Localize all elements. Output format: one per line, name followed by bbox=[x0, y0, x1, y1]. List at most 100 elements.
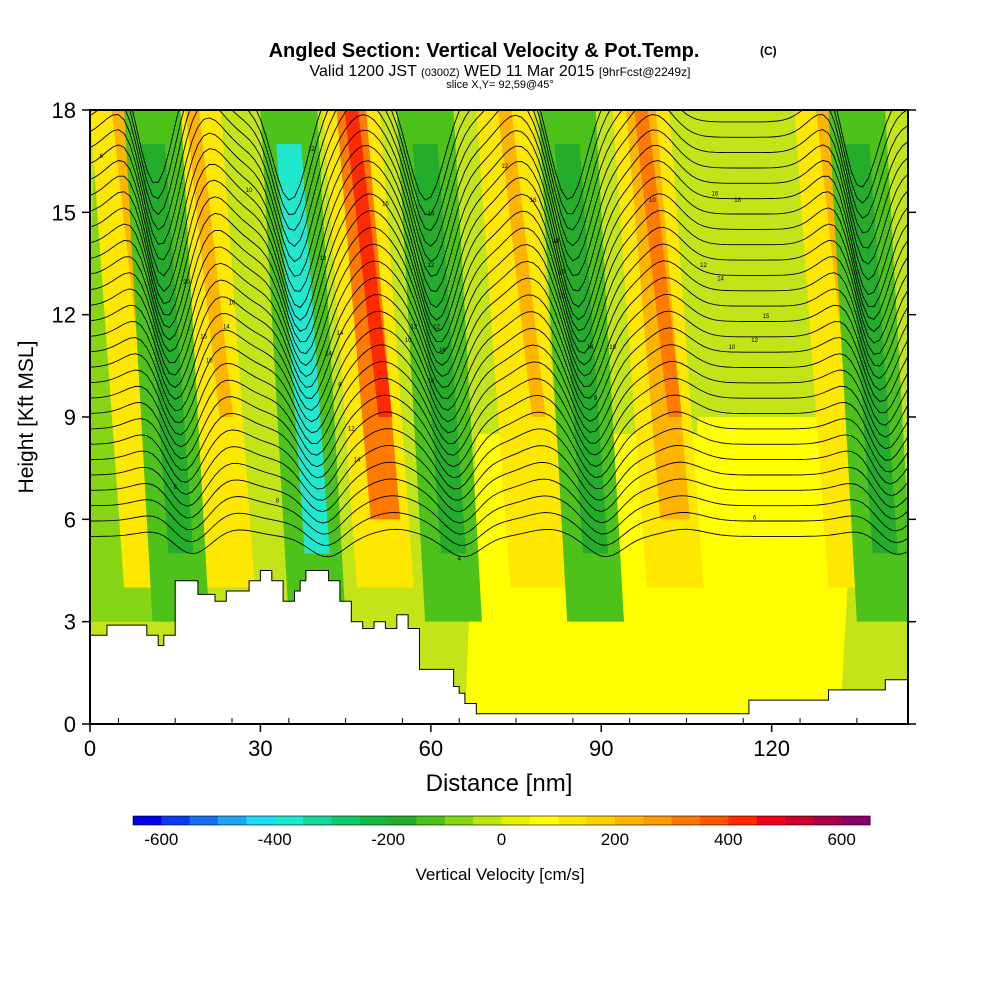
contour-label: 12 bbox=[433, 324, 440, 330]
x-tick-label: 0 bbox=[84, 736, 96, 761]
y-tick-label: 0 bbox=[64, 712, 76, 737]
theta-contour bbox=[90, 210, 908, 343]
contour-label: 14 bbox=[223, 324, 230, 330]
y-axis-label: Height [Kft MSL] bbox=[15, 341, 38, 494]
theta-contour bbox=[90, 293, 908, 400]
valid-date: WED 11 Mar 2015 bbox=[464, 63, 595, 80]
theta-contour bbox=[90, 144, 908, 292]
contour-label: 6 bbox=[753, 515, 757, 521]
colorbar-swatch bbox=[388, 816, 417, 825]
colorbar-tick-label: -400 bbox=[258, 830, 292, 849]
velocity-band bbox=[412, 144, 467, 554]
contour-label: 18 bbox=[552, 239, 559, 245]
contour-label: 12 bbox=[348, 427, 355, 433]
colorbar-swatch bbox=[218, 816, 247, 825]
velocity-band bbox=[276, 144, 330, 554]
colorbar-swatch bbox=[586, 816, 616, 825]
colorbar-swatch bbox=[133, 816, 162, 825]
theta-contour bbox=[90, 226, 908, 355]
colorbar-swatch bbox=[756, 816, 786, 825]
colorbar-tick-label: 600 bbox=[827, 830, 855, 849]
contour-label: 12 bbox=[427, 263, 434, 269]
contour-label: 18 bbox=[320, 256, 327, 262]
contour-label: 8 bbox=[338, 382, 342, 388]
contour-label: 14 bbox=[337, 331, 344, 337]
theta-contour bbox=[90, 377, 908, 456]
valid-time: Valid 1200 JST bbox=[310, 63, 418, 80]
colorbar-swatch bbox=[473, 816, 502, 825]
contour-label: 4 bbox=[458, 556, 462, 562]
colorbar: -600 -400 -200 0 200 400 600 bbox=[132, 815, 871, 849]
y-tick-label: 6 bbox=[64, 507, 76, 532]
contour-label: 8 bbox=[276, 498, 280, 504]
colorbar-swatch bbox=[529, 816, 559, 825]
y-tick-label: 9 bbox=[64, 405, 76, 430]
theta-contour bbox=[90, 528, 908, 558]
colorbar-tick-label: 0 bbox=[497, 830, 506, 849]
contour-label: 18 bbox=[734, 198, 741, 204]
contour-label: 16 bbox=[712, 191, 719, 197]
colorbar-tick-label: -600 bbox=[144, 830, 178, 849]
colorbar-frame bbox=[132, 815, 871, 826]
theta-contour bbox=[90, 114, 908, 263]
theta-contour bbox=[90, 512, 908, 546]
colorbar-tick-label: 400 bbox=[714, 830, 742, 849]
contour-label: 9 bbox=[594, 396, 598, 402]
plot-area: 6 10 12 15 14 12 16 18 10 16 18 20 16 18 12 16 12 14 15 14 1… bbox=[90, 110, 908, 724]
x-axis-label: Distance [nm] bbox=[426, 770, 573, 797]
y-tick-label: 18 bbox=[52, 98, 76, 123]
theta-contour bbox=[90, 193, 908, 332]
contour-label: 14 bbox=[717, 277, 724, 283]
velocity-band bbox=[344, 110, 393, 417]
theta-contour bbox=[90, 344, 908, 434]
theta-contour bbox=[90, 428, 908, 490]
contour-label: 14 bbox=[587, 345, 594, 351]
contour-label: 10 bbox=[729, 345, 736, 351]
colorbar-swatch bbox=[784, 816, 814, 825]
colorbar-swatch bbox=[416, 816, 446, 825]
contour-label: 6 bbox=[100, 154, 104, 160]
theta-contour bbox=[90, 176, 908, 321]
colorbar-swatch bbox=[444, 816, 474, 825]
contour-label: 14 bbox=[427, 212, 434, 218]
contour-label: 13 bbox=[410, 324, 417, 330]
theta-contour bbox=[90, 310, 908, 411]
theta-contour bbox=[90, 495, 908, 535]
theta-contour bbox=[90, 110, 908, 231]
x-tick-label: 60 bbox=[419, 736, 443, 761]
theta-contour bbox=[90, 478, 908, 524]
velocity-band bbox=[185, 110, 234, 417]
y-tick-label: 3 bbox=[64, 610, 76, 635]
colorbar-swatch bbox=[303, 816, 332, 825]
theta-contour bbox=[90, 411, 908, 479]
colorbar-swatch bbox=[331, 816, 361, 825]
contour-label: 15 bbox=[382, 202, 389, 208]
chart-title: Angled Section: Vertical Velocity & Pot.… bbox=[269, 40, 700, 62]
contour-label: 12 bbox=[558, 294, 565, 300]
forecast-info: [9hrFcst@2249z] bbox=[599, 65, 691, 79]
colorbar-swatch bbox=[246, 816, 276, 825]
contour-label: 8 bbox=[174, 485, 178, 491]
y-tick-label: 12 bbox=[52, 303, 76, 328]
valid-time-utc: (0300Z) bbox=[421, 67, 460, 79]
theta-contour bbox=[90, 243, 908, 366]
theta-contour bbox=[90, 361, 908, 444]
colorbar-swatch bbox=[359, 816, 389, 825]
colorbar-swatch bbox=[614, 816, 644, 825]
colorbar-swatch bbox=[274, 816, 304, 825]
terrain bbox=[90, 570, 908, 724]
contour-label: 12 bbox=[700, 263, 707, 269]
y-tick-label: 15 bbox=[52, 200, 76, 225]
contour-label: 10 bbox=[405, 338, 412, 344]
velocity-band bbox=[680, 417, 857, 724]
contour-label: 14 bbox=[325, 352, 332, 358]
x-tick-label: 30 bbox=[248, 736, 272, 761]
theta-contour bbox=[90, 277, 908, 388]
contour-label: 16 bbox=[439, 348, 446, 354]
colorbar-swatch bbox=[501, 816, 531, 825]
colorbar-swatch bbox=[699, 816, 729, 825]
contour-label: 15 bbox=[763, 314, 770, 320]
colorbar-swatch bbox=[161, 816, 191, 825]
colorbar-tick-label: 200 bbox=[601, 830, 629, 849]
colorbar-swatch bbox=[671, 816, 701, 825]
